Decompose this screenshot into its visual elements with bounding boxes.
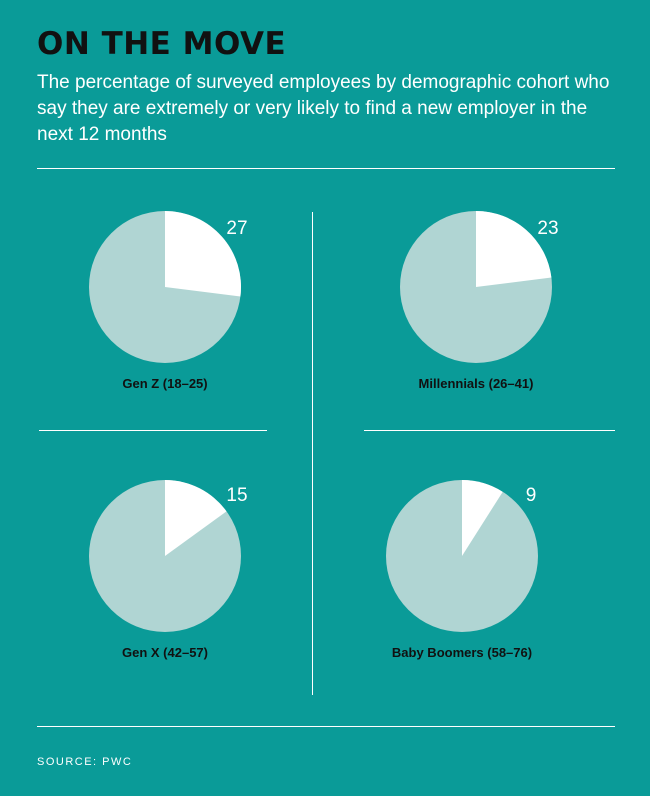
- center-divider: [312, 212, 313, 695]
- pie-value-slice: [476, 211, 552, 287]
- pie-millennials: 23 Millennials (26–41): [400, 211, 559, 391]
- pie-value-label: 23: [537, 218, 558, 239]
- pie-category-label: Millennials (26–41): [419, 376, 534, 391]
- pie-gen-z: 27 Gen Z (18–25): [89, 211, 248, 391]
- pie-gen-x: 15 Gen X (42–57): [89, 479, 248, 660]
- pie-category-label: Baby Boomers (58–76): [392, 645, 532, 660]
- pie-value-label: 9: [526, 485, 537, 506]
- pie-value-label: 15: [226, 485, 247, 506]
- chart-title: ON THE MOVE: [37, 26, 287, 62]
- pie-category-label: Gen X (42–57): [122, 645, 208, 660]
- left-middle-divider: [39, 430, 267, 431]
- pie-value-slice: [462, 480, 503, 556]
- top-divider: [37, 168, 615, 169]
- pie-value-slice: [165, 479, 227, 556]
- pie-value-slice: [165, 211, 241, 297]
- right-middle-divider: [364, 430, 615, 431]
- source-note: SOURCE: PWC: [37, 756, 133, 768]
- chart-subtitle: The percentage of surveyed employees by …: [37, 72, 610, 145]
- bottom-divider: [37, 726, 615, 727]
- pie-baby-boomers: 9 Baby Boomers (58–76): [386, 480, 538, 660]
- pie-value-label: 27: [226, 218, 247, 239]
- pie-category-label: Gen Z (18–25): [122, 376, 207, 391]
